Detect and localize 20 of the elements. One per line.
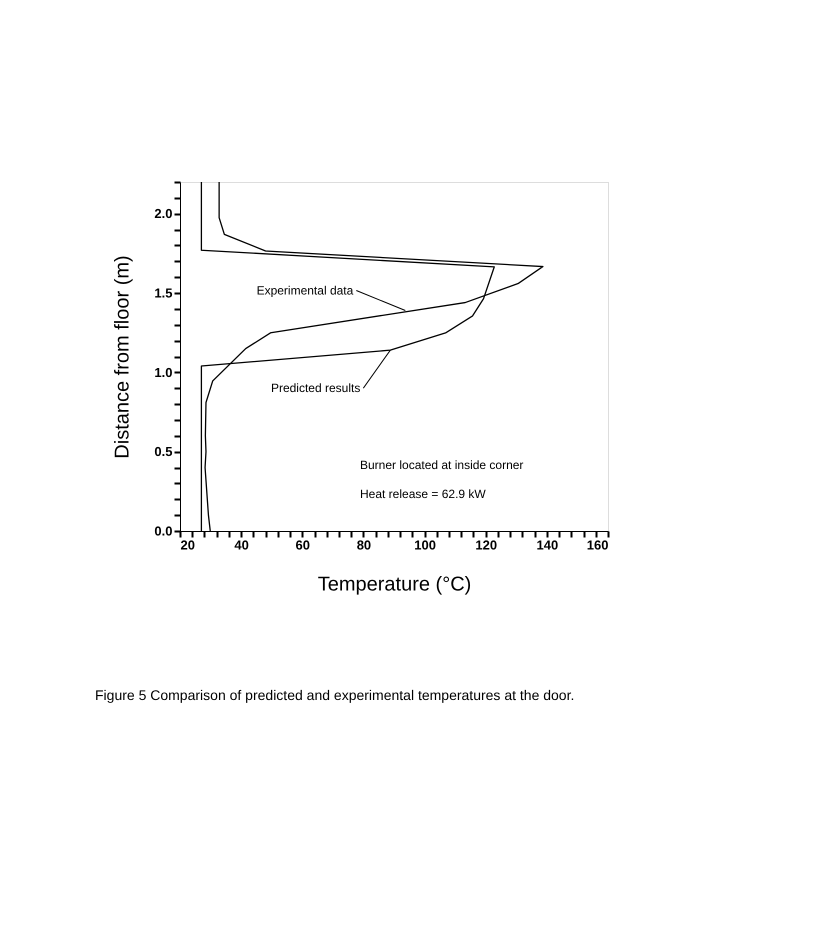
x-axis-title: Temperature (°C) [318,574,472,596]
y-tick-label: 0.0 [154,524,172,538]
y-tick-label: 1.5 [154,286,172,301]
annotation: Experimental data [256,283,354,298]
annotation: Burner located at inside corner [360,458,524,472]
x-tick-label: 100 [414,538,436,552]
y-tick-label: 2.0 [154,206,172,222]
annotation: Heat release = 62.9 kW [360,487,486,501]
caption: Figure 5 Comparison of predicted and experimental temperatures at the door. [95,687,574,703]
y-tick-label: 1.0 [154,364,172,380]
y-axis-title: Distance from floor (m) [111,255,134,459]
x-tick-label: 60 [296,538,310,552]
annotation: Predicted results [270,381,360,396]
y-tick-label: 0.5 [154,444,172,460]
x-tick-label: 20 [180,538,195,552]
x-tick-label: 160 [586,538,608,552]
x-tick-label: 140 [536,538,558,552]
x-tick-label: 120 [475,538,498,552]
x-tick-label: 80 [356,538,372,552]
x-tick-label: 40 [234,538,249,552]
